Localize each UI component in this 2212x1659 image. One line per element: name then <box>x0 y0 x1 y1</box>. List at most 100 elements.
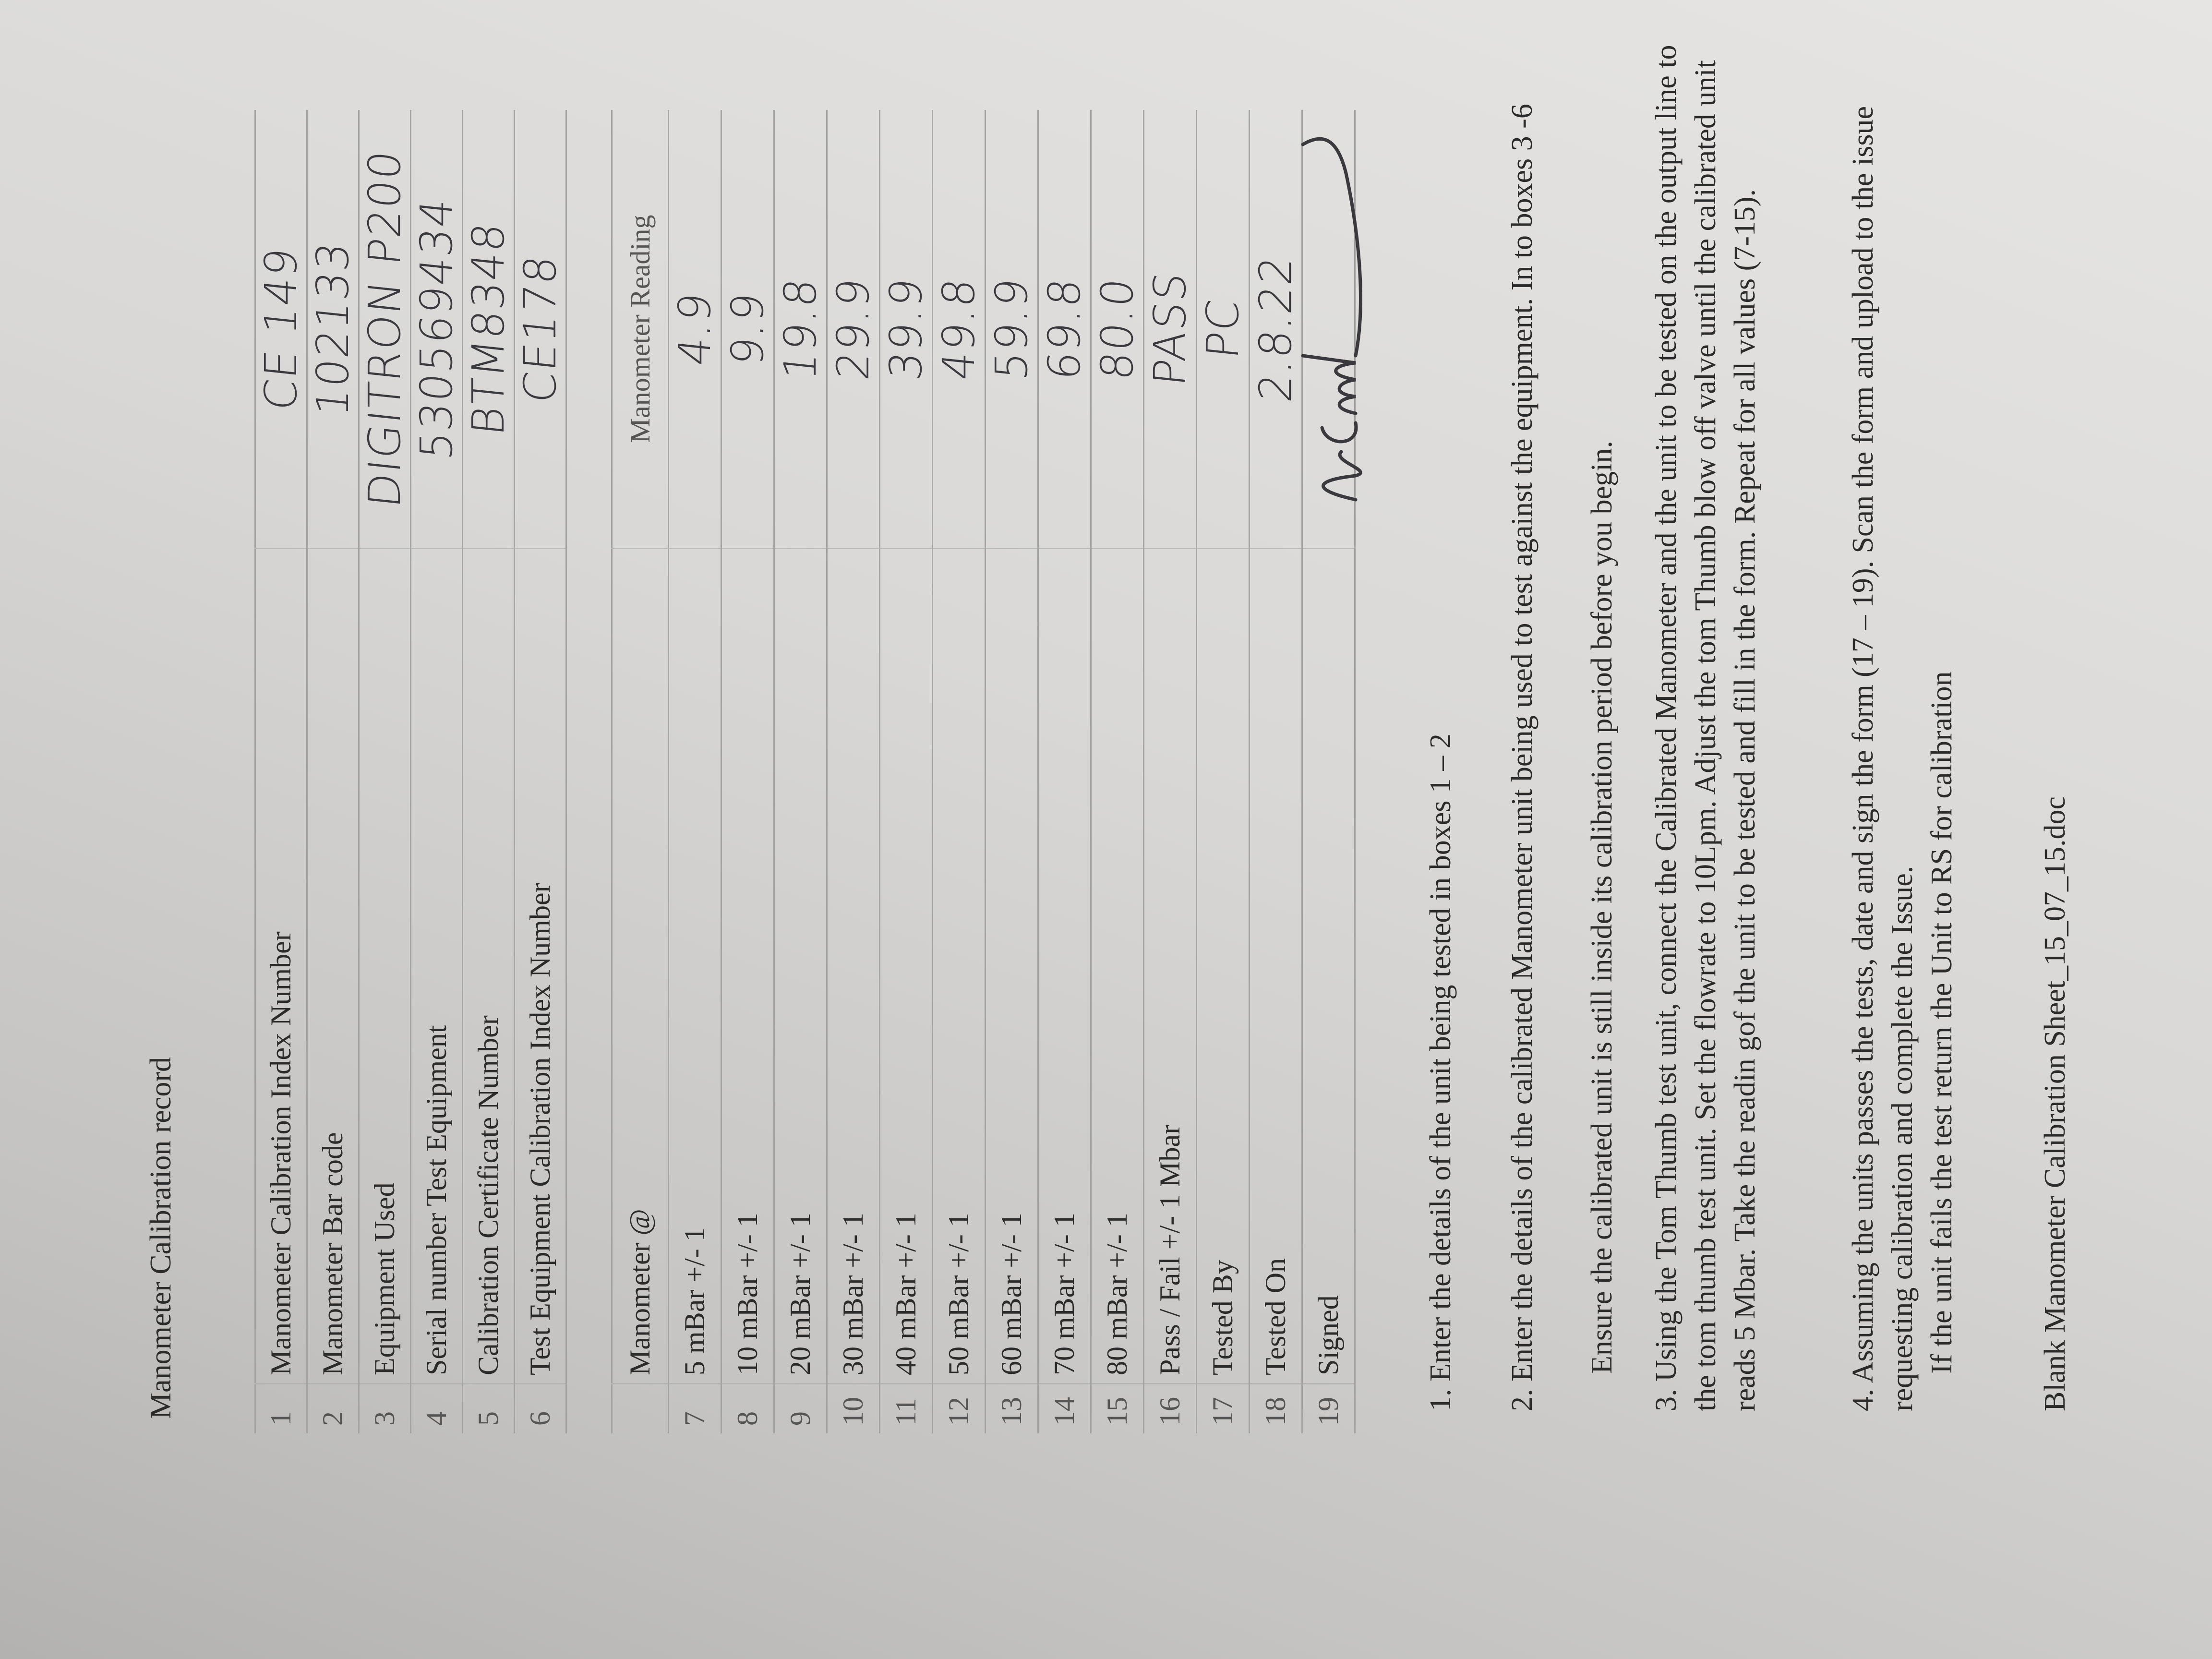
row-label: Equipment Used <box>359 548 411 1384</box>
row-value-cell: 59.9 <box>985 110 1038 549</box>
row-value-cell: PC <box>1196 110 1250 549</box>
row-label: 50 mBar +/- 1 <box>932 548 986 1384</box>
row-number: 10 <box>827 1383 880 1433</box>
row-number: 7 <box>668 1383 721 1433</box>
handwritten-value: BTM8348 <box>462 219 514 438</box>
row-number: 16 <box>1143 1383 1197 1433</box>
row-number: 5 <box>462 1383 515 1433</box>
row-value-cell <box>1301 110 1362 549</box>
row-value-cell: 80.0 <box>1091 110 1144 549</box>
handwritten-value: 29.9 <box>827 275 879 383</box>
row-value-cell: DIGITRON P200 <box>359 110 411 549</box>
handwritten-value: 39.9 <box>880 275 932 383</box>
row-label: 5 mBar +/- 1 <box>668 548 721 1384</box>
handwritten-value: 9.9 <box>721 289 773 368</box>
table-row: 16 Pass / Fail +/- 1 Mbar PASS <box>1143 110 1197 1433</box>
row-label: Tested On <box>1249 548 1302 1384</box>
table-row: 8 10 mBar +/- 1 9.9 <box>721 110 774 1433</box>
row-label: 30 mBar +/- 1 <box>827 548 880 1384</box>
row-number: 8 <box>721 1383 774 1433</box>
table-row: 19 Signed <box>1301 110 1362 1433</box>
handwritten-value: PC <box>1197 296 1249 361</box>
handwritten-value: 530569434 <box>410 195 462 462</box>
row-label: 10 mBar +/- 1 <box>721 548 774 1384</box>
row-value-cell: 19.8 <box>774 110 827 549</box>
row-number: 9 <box>774 1383 827 1433</box>
header-value: Manometer Reading <box>625 215 656 443</box>
row-number: 18 <box>1249 1383 1302 1433</box>
footer-filename: Blank Manometer Calibration Sheet_15_07_… <box>2039 796 2071 1411</box>
row-label: Manometer Calibration Index Number <box>255 548 307 1384</box>
table-row: 5 Calibration Certificate Number BTM8348 <box>462 110 515 1433</box>
table-row: 4 Serial number Test Equipment 530569434 <box>410 110 463 1433</box>
instruction-step-4: 4. Assuming the units passes the tests, … <box>1847 106 1919 1411</box>
row-label: Calibration Certificate Number <box>462 548 515 1384</box>
row-label: 80 mBar +/- 1 <box>1091 548 1144 1384</box>
instruction-step-2-note: Ensure the calibrated unit is still insi… <box>1586 441 1618 1374</box>
handwritten-value: 4.9 <box>669 289 721 368</box>
table-row: 3 Equipment Used DIGITRON P200 <box>359 110 411 1433</box>
table-row: 10 30 mBar +/- 1 29.9 <box>827 110 880 1433</box>
table-row: 17 Tested By PC <box>1196 110 1250 1433</box>
row-value-cell: 530569434 <box>410 110 463 549</box>
handwritten-value: 19.8 <box>774 275 826 383</box>
handwritten-value: DIGITRON P200 <box>359 147 410 510</box>
instruction-step-4-note: If the unit fails the test return the Un… <box>1925 671 1958 1374</box>
signature <box>1301 137 1362 502</box>
row-value-cell: 29.9 <box>827 110 880 549</box>
table-row: 9 20 mBar +/- 1 19.8 <box>774 110 827 1433</box>
instruction-step-3: 3. Using the Tom Thumb test unit, connec… <box>1650 45 1761 1411</box>
row-number: 14 <box>1038 1383 1091 1433</box>
row-label: 40 mBar +/- 1 <box>879 548 933 1384</box>
table-row: 14 70 mBar +/- 1 69.8 <box>1038 110 1091 1433</box>
header-label: Manometer @ <box>612 548 669 1384</box>
table-row: 15 80 mBar +/- 1 80.0 <box>1091 110 1144 1433</box>
row-value-cell: 69.8 <box>1038 110 1091 549</box>
handwritten-value: PASS <box>1144 269 1196 389</box>
row-number: 3 <box>359 1383 411 1433</box>
row-label: Test Equipment Calibration Index Number <box>514 548 566 1384</box>
handwritten-value: CE 149 <box>255 244 307 413</box>
table-row: 11 40 mBar +/- 1 39.9 <box>879 110 933 1433</box>
readings-header-row: Manometer @ Manometer Reading <box>612 110 669 1433</box>
row-number: 12 <box>932 1383 986 1433</box>
row-label: Serial number Test Equipment <box>410 548 463 1384</box>
row-number: 2 <box>307 1383 359 1433</box>
row-number: 17 <box>1196 1383 1250 1433</box>
row-number: 4 <box>410 1383 463 1433</box>
row-label: Tested By <box>1196 548 1250 1384</box>
table-row: 6 Test Equipment Calibration Index Number… <box>514 110 566 1433</box>
table-row: 12 50 mBar +/- 1 49.8 <box>932 110 986 1433</box>
table-row: 13 60 mBar +/- 1 59.9 <box>985 110 1038 1433</box>
row-label: 20 mBar +/- 1 <box>774 548 827 1384</box>
row-value-cell: PASS <box>1143 110 1197 549</box>
row-label: Pass / Fail +/- 1 Mbar <box>1143 548 1197 1384</box>
row-number: 13 <box>985 1383 1038 1433</box>
row-number: 1 <box>255 1383 307 1433</box>
table-row: 1 Manometer Calibration Index Number CE 14… <box>255 110 307 1433</box>
row-value-cell: 102133 <box>307 110 359 549</box>
row-value-cell: 49.8 <box>932 110 986 549</box>
instruction-step-2: 2. Enter the details of the calibrated M… <box>1506 104 1539 1411</box>
row-value-cell: CE178 <box>514 110 566 549</box>
handwritten-value: CE178 <box>514 252 566 406</box>
handwritten-value: 80.0 <box>1091 275 1143 383</box>
row-number: 15 <box>1091 1383 1144 1433</box>
handwritten-value: 69.8 <box>1038 275 1090 383</box>
row-value-cell: 39.9 <box>879 110 933 549</box>
row-value-cell: BTM8348 <box>462 110 515 549</box>
row-label: 70 mBar +/- 1 <box>1038 548 1091 1384</box>
row-number: 19 <box>1302 1383 1355 1433</box>
handwritten-value: 49.8 <box>933 275 985 383</box>
instruction-step-1: 1. Enter the details of the unit being t… <box>1424 733 1457 1411</box>
handwritten-value: 59.9 <box>986 275 1037 383</box>
row-number: 11 <box>879 1383 933 1433</box>
row-value-cell: 4.9 <box>668 110 721 549</box>
row-label: 60 mBar +/- 1 <box>985 548 1038 1384</box>
row-value-cell: 9.9 <box>721 110 774 549</box>
details-table: 1 Manometer Calibration Index Number CE 14… <box>254 110 567 1433</box>
row-label: Signed <box>1302 548 1355 1384</box>
